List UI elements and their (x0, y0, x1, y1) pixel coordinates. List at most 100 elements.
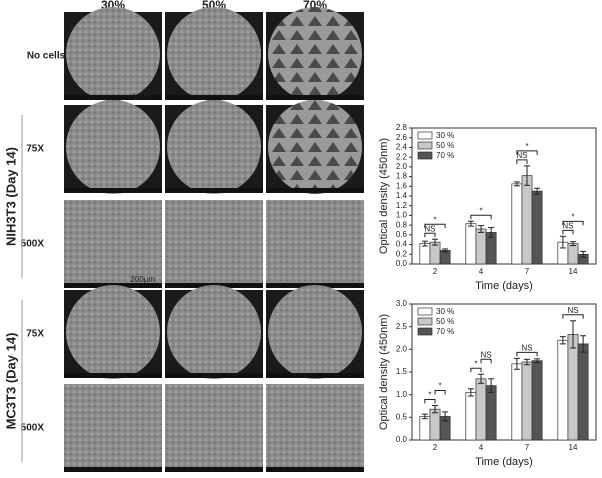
row-label: 75X (26, 329, 44, 340)
significance-bracket (516, 150, 538, 155)
error-bar (513, 357, 520, 370)
bar (429, 408, 441, 441)
significance-label: * (438, 382, 441, 391)
plot-frame (411, 127, 597, 265)
sem-info-bar (266, 467, 364, 472)
x-tick-label: 7 (525, 443, 530, 452)
error-bar (442, 248, 449, 253)
y-axis-label: Optical density (450nm) (378, 314, 390, 430)
y-tick-label: 2.4 (396, 143, 408, 152)
x-tick-label: 2 (433, 443, 438, 452)
bar (531, 360, 543, 441)
legend-label: 70 % (436, 151, 454, 160)
legend-swatch (417, 151, 433, 160)
significance-label: NS (567, 306, 578, 315)
bar (465, 392, 477, 441)
y-tick-label: 0.4 (396, 240, 408, 249)
legend-swatch (417, 307, 433, 316)
error-bar (570, 241, 576, 247)
bar (531, 190, 543, 265)
significance-label: * (428, 391, 431, 400)
significance-label: NS (424, 224, 435, 233)
error-bar (478, 373, 484, 384)
sem-field (167, 100, 261, 194)
sem-info-bar (165, 95, 263, 100)
legend-swatch (417, 141, 433, 150)
bar (577, 343, 589, 441)
row-label: No cells (27, 51, 66, 62)
sem-image (64, 384, 162, 472)
x-tick-label: 4 (479, 267, 484, 276)
sem-info-bar (266, 373, 364, 378)
y-tick-label: 1.2 (396, 201, 408, 210)
significance-bracket (424, 232, 436, 238)
sem-image (266, 200, 364, 288)
significance-bracket (470, 367, 482, 373)
error-bar (488, 378, 495, 393)
error-bar (467, 388, 474, 397)
x-tick-label: 4 (479, 443, 484, 452)
error-bar (534, 187, 541, 195)
bar (475, 378, 487, 441)
y-axis-label: Optical density (450nm) (378, 138, 390, 254)
x-tick-label: 7 (525, 267, 530, 276)
sem-info-bar (165, 188, 263, 193)
significance-bracket (516, 351, 538, 357)
bar (419, 416, 431, 441)
y-tick-label: 2.8 (396, 123, 408, 132)
y-tick-label: 0.6 (396, 230, 408, 239)
error-bar (432, 238, 438, 246)
significance-bracket (562, 314, 584, 319)
error-bar (524, 358, 530, 366)
y-tick-label: 1.0 (396, 390, 408, 399)
bar (567, 243, 579, 265)
sem-image (64, 200, 162, 288)
x-axis-label: Time (days) (475, 280, 533, 292)
bar (521, 361, 533, 441)
x-tick-label: 14 (569, 267, 578, 276)
row-label: 500X (21, 423, 45, 434)
y-tick-label: 1.5 (396, 367, 408, 376)
y-tick-label: 0.5 (396, 412, 408, 421)
sem-info-bar (165, 467, 263, 472)
sem-field (66, 100, 160, 194)
error-bar (467, 220, 474, 227)
significance-label: * (525, 142, 528, 151)
legend-swatch (417, 131, 433, 140)
x-tick-label: 2 (433, 267, 438, 276)
x-axis-label: Time (days) (475, 456, 533, 468)
significance-bracket (424, 223, 446, 229)
significance-bracket (562, 229, 574, 235)
y-tick-label: 1.6 (396, 181, 408, 190)
y-tick-label: 2.0 (396, 162, 408, 171)
error-bar (442, 411, 449, 422)
error-bar (559, 336, 566, 345)
plot-frame (411, 303, 597, 441)
sem-info-bar (64, 373, 162, 378)
error-bar (580, 250, 587, 258)
scale-bar-label: 1mm (132, 92, 150, 101)
y-tick-label: 2.0 (396, 344, 408, 353)
scale-bar-label: 200µm (130, 275, 155, 284)
sem-field (167, 285, 261, 379)
sem-field (66, 7, 160, 101)
bar (511, 363, 523, 441)
error-bar (421, 413, 428, 420)
sem-image (165, 200, 263, 288)
legend-label: 50 % (436, 141, 454, 150)
error-bar (534, 358, 541, 363)
y-tick-label: 0.2 (396, 249, 408, 258)
y-tick-label: 0.0 (396, 435, 408, 444)
significance-bracket (480, 358, 492, 364)
bar (465, 223, 477, 265)
sem-info-bar (64, 467, 162, 472)
bar (567, 334, 579, 441)
bar (419, 243, 431, 265)
legend-label: 30 % (436, 131, 454, 140)
y-tick-label: 0.0 (396, 259, 408, 268)
y-tick-label: 1.0 (396, 211, 408, 220)
significance-bracket (516, 159, 528, 164)
legend-label: 50 % (436, 317, 454, 326)
y-tick-label: 3.0 (396, 299, 408, 308)
